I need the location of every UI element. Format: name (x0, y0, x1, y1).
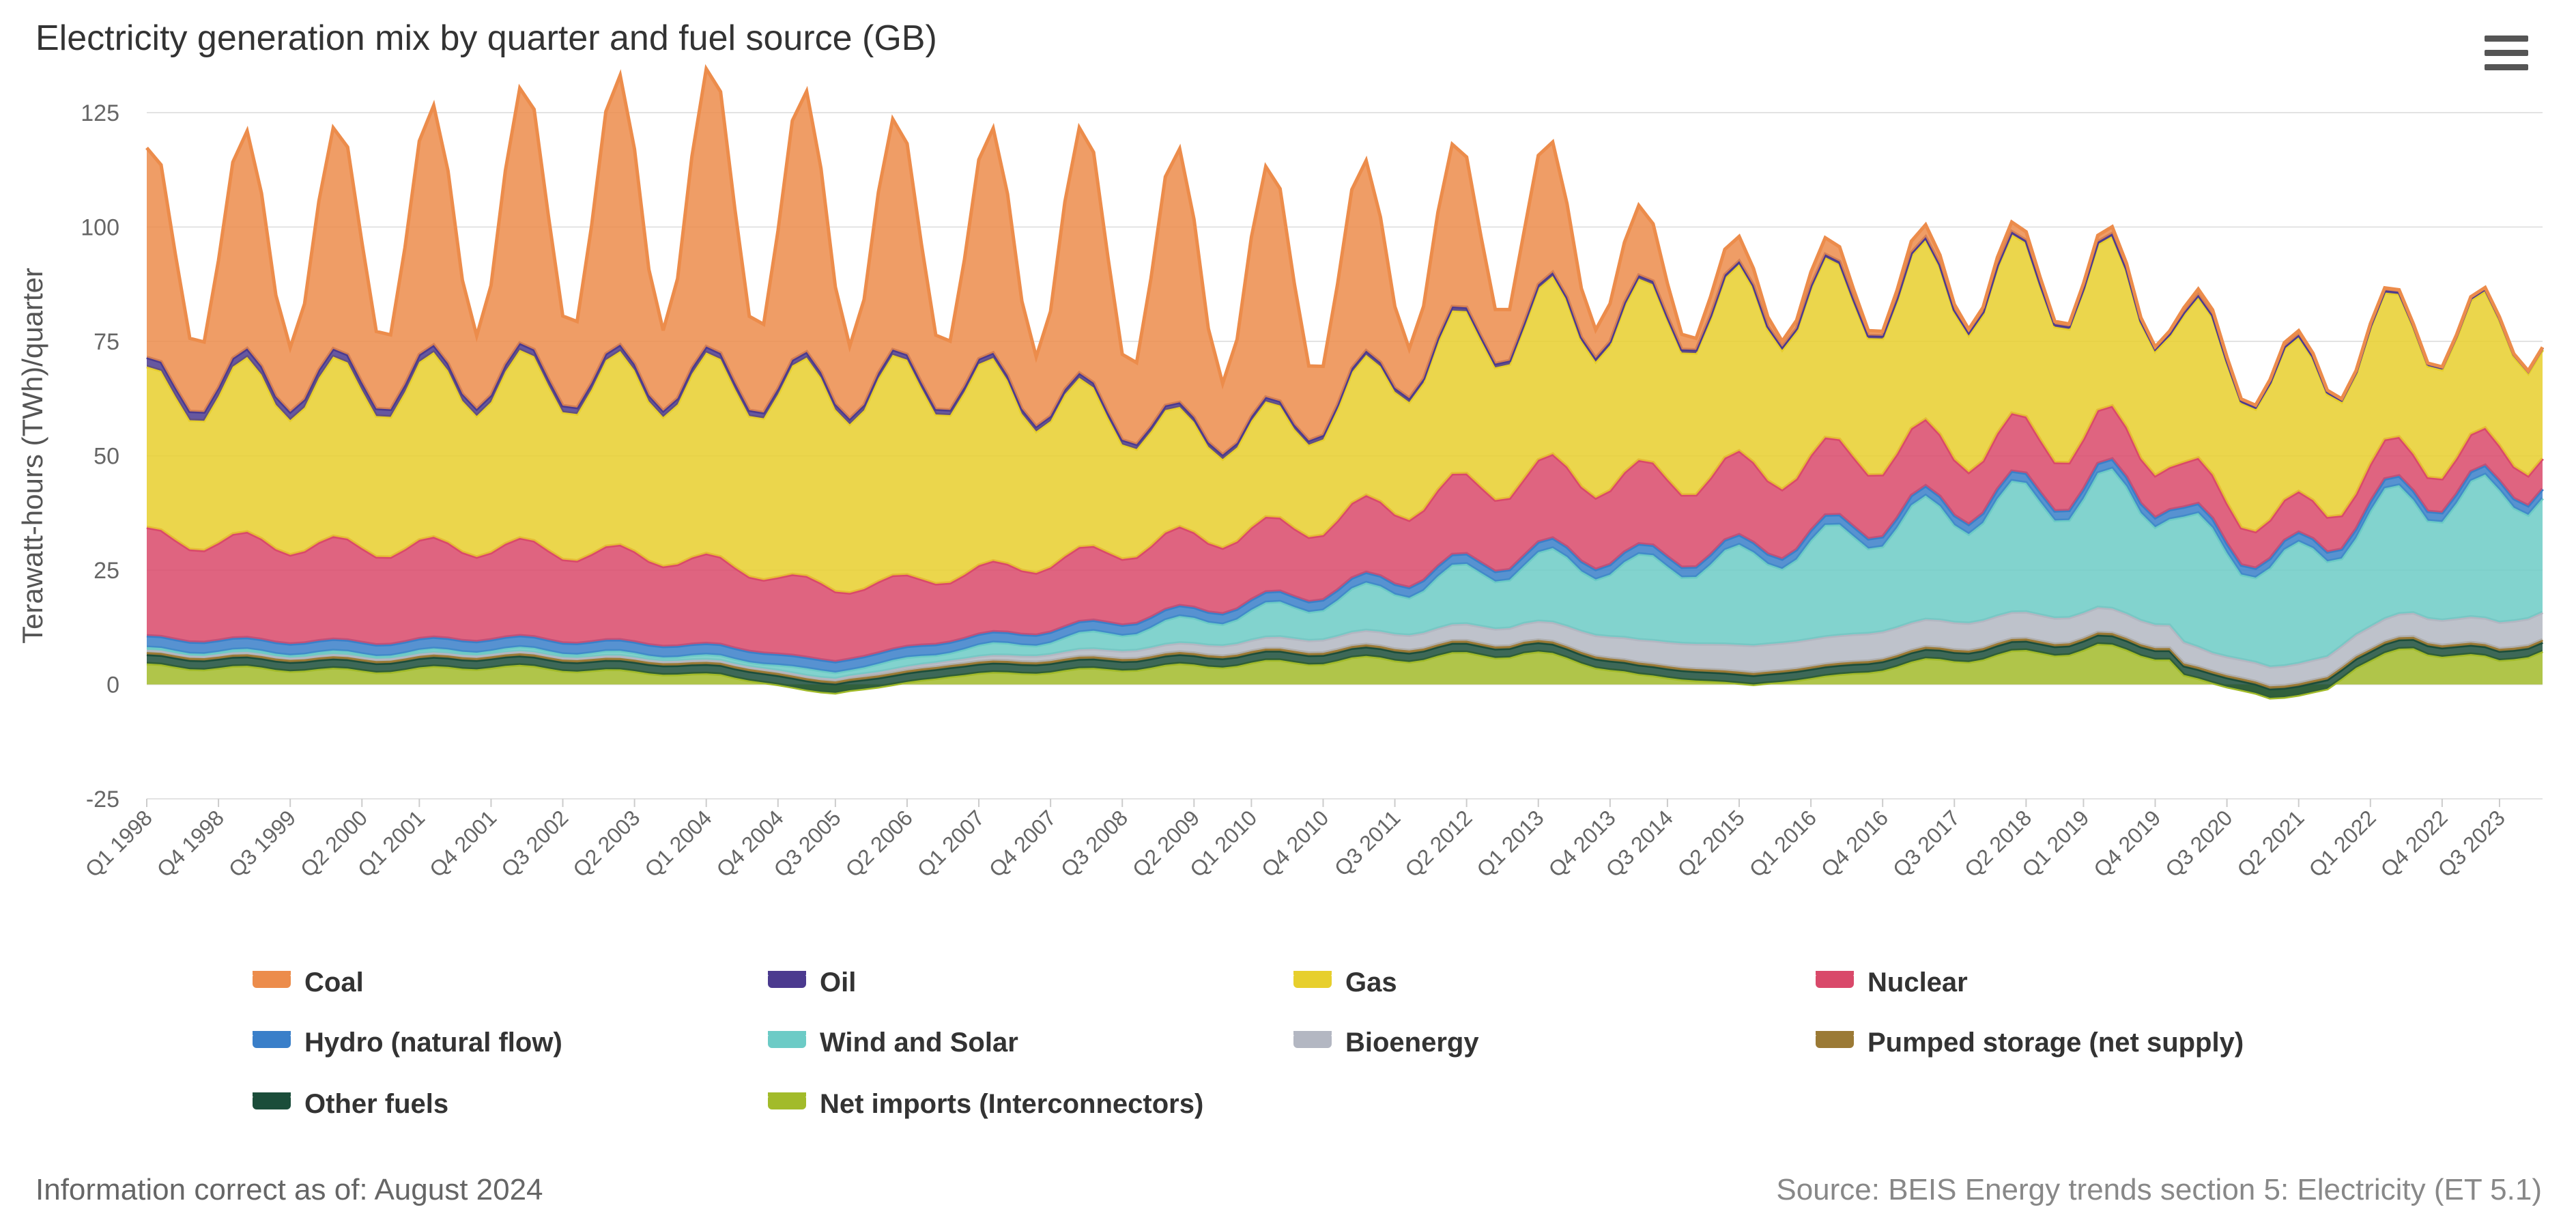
legend-item-net-imports-interconnectors[interactable]: Net imports (Interconnectors) (768, 1089, 1203, 1119)
legend-swatch (1816, 1033, 1854, 1048)
legend-swatch (1816, 973, 1854, 988)
series-line-pumped-storage-net-supply (146, 630, 2543, 688)
x-tick-label: Q4 2016 (1816, 805, 1893, 881)
x-tick-label: Q2 2012 (1400, 805, 1476, 881)
hamburger-menu-icon[interactable] (2485, 36, 2528, 74)
y-tick-label: 0 (106, 673, 119, 698)
series-area-nuclear[interactable] (147, 406, 2543, 662)
legend-item-bioenergy[interactable]: Bioenergy (1293, 1028, 1479, 1058)
x-tick-label: Q3 2008 (1056, 805, 1132, 881)
x-tick-label: Q2 2003 (568, 805, 644, 881)
info-note: Information correct as of: August 2024 (35, 1173, 543, 1206)
x-tick-label: Q2 2021 (2232, 805, 2308, 881)
menu-line (2485, 36, 2528, 42)
legend-label: Pumped storage (net supply) (1867, 1028, 2244, 1058)
x-tick-label: Q1 2007 (913, 805, 989, 881)
y-tick-label: -25 (86, 787, 119, 812)
series-layer (145, 63, 2545, 700)
y-tick-label: 25 (94, 558, 119, 584)
legend-label: Gas (1345, 967, 1397, 997)
legend-item-nuclear[interactable]: Nuclear (1816, 967, 1968, 997)
legend-label: Nuclear (1867, 967, 1968, 997)
legend-item-gas[interactable]: Gas (1293, 967, 1397, 997)
y-axis: -25 0 25 50 75 100 125 Terawatt-hours (TWh)/qua… (16, 100, 119, 812)
chart-title: Electricity generation mix by quarter an… (35, 18, 937, 58)
x-tick-label: Q2 2006 (841, 805, 917, 881)
series-area-coal[interactable] (147, 68, 2543, 455)
legend-item-wind-and-solar[interactable]: Wind and Solar (768, 1028, 1018, 1058)
legend-label: Bioenergy (1345, 1028, 1479, 1058)
x-tick-label: Q1 1998 (81, 805, 157, 881)
x-tick-label: Q4 2007 (984, 805, 1061, 881)
x-tick-label: Q2 2015 (1673, 805, 1749, 881)
y-tick-label: 75 (94, 329, 119, 355)
legend-item-coal[interactable]: Coal (253, 967, 364, 997)
y-axis-title: Terawatt-hours (TWh)/quarter (16, 268, 48, 644)
legend: Coal Oil Gas Nuclear Hydro (natural flow) Win… (253, 967, 2244, 1119)
legend-label: Oil (820, 967, 856, 997)
legend-swatch (768, 1033, 806, 1048)
series-area-wind-and-solar[interactable] (147, 468, 2543, 679)
source-note: Source: BEIS Energy trends section 5: El… (1776, 1173, 2542, 1206)
y-tick-label: 50 (94, 444, 119, 470)
legend-swatch (1293, 973, 1332, 988)
x-tick-label: Q3 2017 (1888, 805, 1964, 881)
legend-swatch (253, 1033, 291, 1048)
legend-item-pumped-storage-net-supply[interactable]: Pumped storage (net supply) (1816, 1028, 2244, 1058)
series-area-net-imports-interconnectors[interactable] (147, 644, 2543, 698)
legend-label: Net imports (Interconnectors) (820, 1089, 1203, 1119)
x-tick-label: Q3 2011 (1330, 805, 1405, 881)
menu-line (2485, 50, 2528, 56)
legend-swatch (253, 973, 291, 988)
series-line-coal (145, 63, 2545, 408)
x-tick-label: Q3 2002 (496, 805, 573, 881)
legend-label: Other fuels (304, 1089, 448, 1119)
x-tick-label: Q3 1999 (224, 805, 300, 881)
x-tick-label: Q3 2020 (2160, 805, 2237, 881)
x-tick-label: Q1 2016 (1745, 805, 1821, 881)
legend-swatch (253, 1094, 291, 1109)
x-tick-label: Q4 2010 (1257, 805, 1333, 881)
menu-line (2485, 64, 2528, 70)
x-tick-label: Q1 2022 (2304, 805, 2380, 881)
legend-label: Coal (304, 967, 364, 997)
legend-label: Hydro (natural flow) (304, 1028, 562, 1058)
legend-item-other-fuels[interactable]: Other fuels (253, 1089, 448, 1119)
x-tick-label: Q1 2004 (640, 805, 716, 881)
series-area-gas[interactable] (147, 234, 2543, 593)
x-tick-label: Q4 2001 (425, 805, 501, 881)
legend-swatch (768, 973, 806, 988)
y-tick-label: 100 (81, 215, 119, 241)
y-tick-label: 125 (81, 100, 119, 126)
legend-swatch (1293, 1033, 1332, 1048)
x-tick-label: Q1 2013 (1472, 805, 1548, 881)
x-tick-label: Q4 1998 (152, 805, 229, 881)
legend-label: Wind and Solar (820, 1028, 1018, 1058)
x-tick-label: Q4 2019 (2089, 805, 2165, 881)
series-area-hydro-natural-flow[interactable] (147, 459, 2543, 673)
legend-item-oil[interactable]: Oil (768, 967, 856, 997)
legend-swatch (768, 1094, 806, 1109)
legend-item-hydro-natural-flow[interactable]: Hydro (natural flow) (253, 1028, 562, 1058)
